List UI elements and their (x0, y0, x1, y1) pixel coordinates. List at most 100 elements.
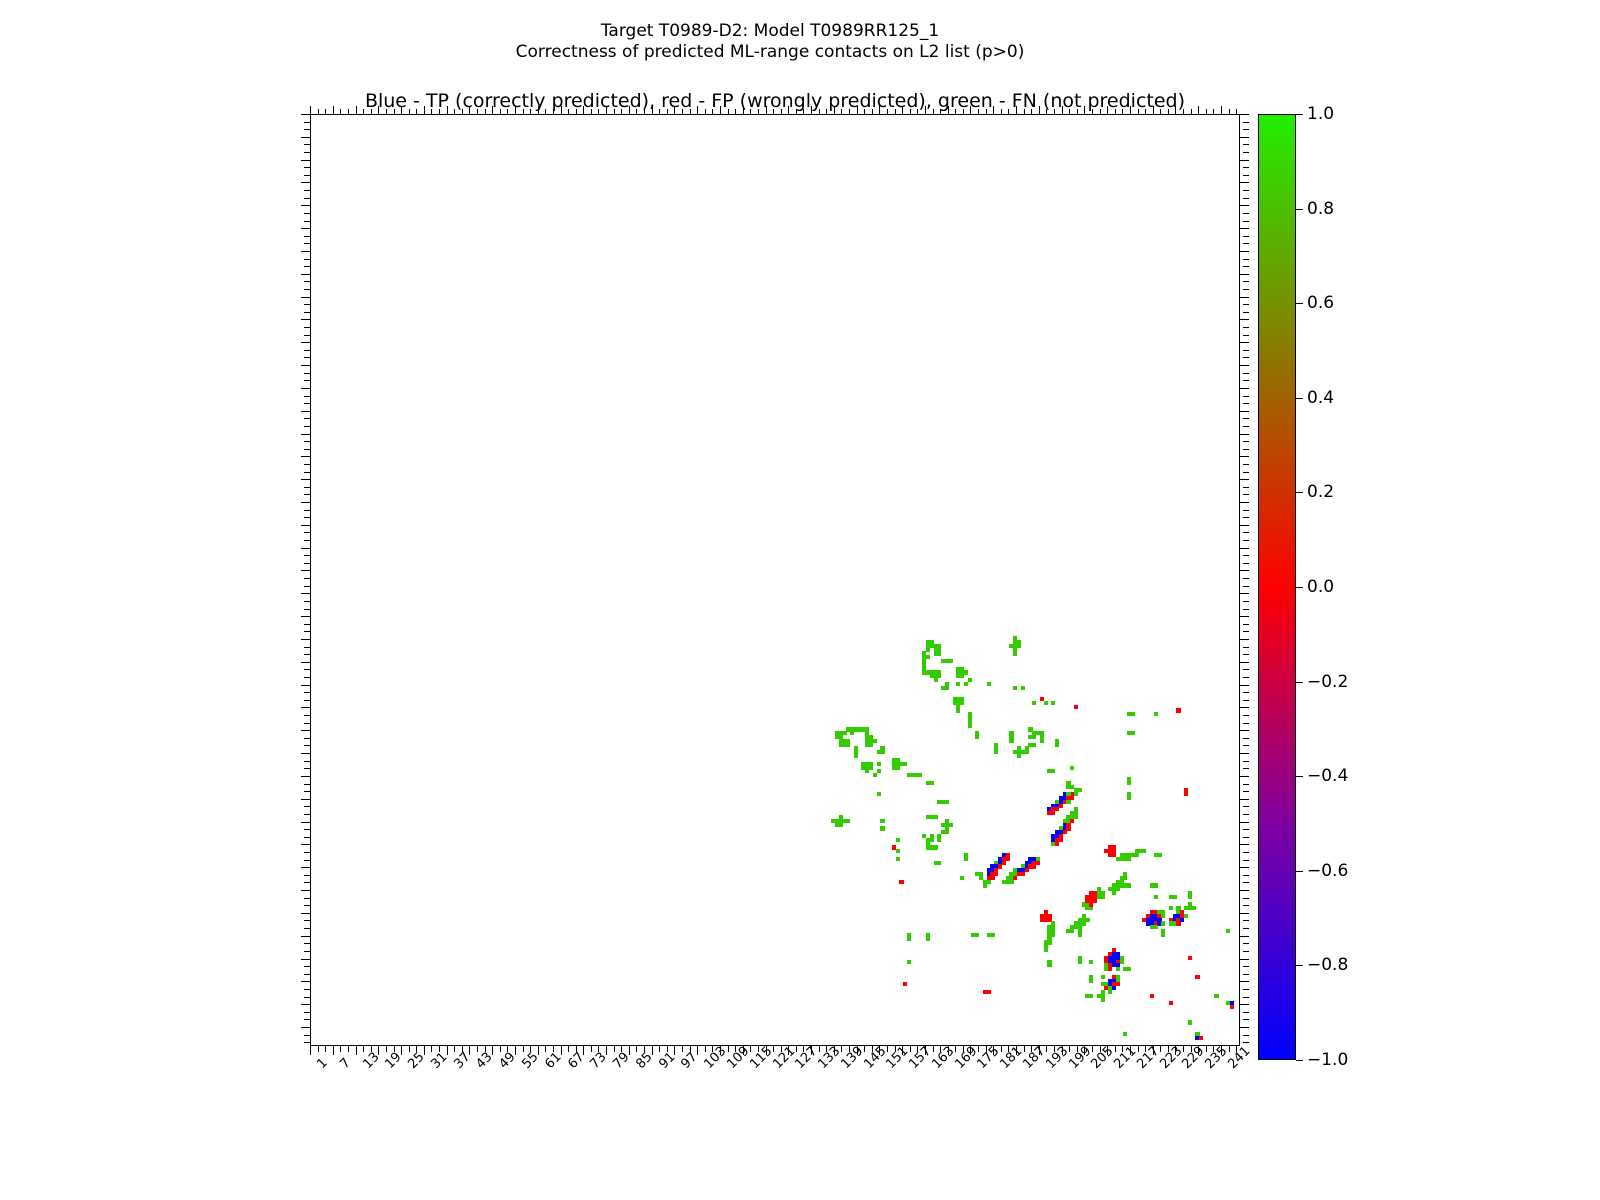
axis-tick (1243, 646, 1249, 648)
contact-cell-fn (929, 639, 934, 645)
axis-tick (909, 109, 911, 115)
axis-tick (301, 228, 310, 230)
contact-cell-fn (1115, 978, 1120, 983)
contact-cell-fn (906, 932, 912, 938)
contact-cell-fn (891, 761, 896, 766)
contact-cell-fn (925, 780, 931, 785)
contact-cell-fn (1195, 1031, 1200, 1036)
contact-cell-fn (1077, 955, 1082, 960)
axis-tick (1243, 562, 1249, 564)
axis-tick (304, 631, 310, 633)
contact-cell-tp (1062, 822, 1067, 827)
axis-tick (757, 109, 759, 115)
contact-cell-fn (933, 814, 938, 820)
x-axis-tick-label: 223 (1156, 1043, 1186, 1072)
contact-cell-fn (1127, 795, 1132, 801)
axis-tick (304, 737, 310, 739)
axis-tick (304, 897, 310, 899)
contact-cell-fn (922, 655, 927, 660)
axis-tick (606, 106, 608, 115)
axis-tick (962, 109, 964, 115)
contact-cell-fn (1100, 993, 1105, 998)
contact-cell-tp (1115, 951, 1120, 957)
axis-tick (304, 646, 310, 648)
axis-tick (301, 730, 310, 732)
axis-tick (423, 1046, 425, 1055)
contact-cell-fp (1073, 704, 1079, 709)
axis-tick (317, 109, 319, 115)
contact-cell-fn (971, 932, 976, 938)
colorbar-tick (1296, 965, 1303, 967)
contact-cell-fn (876, 761, 881, 766)
contact-cell-fn (1051, 929, 1056, 934)
contact-cell-fp (1115, 959, 1120, 964)
axis-tick (301, 661, 310, 663)
contact-cell-fn (944, 799, 950, 804)
axis-tick (1243, 540, 1249, 542)
axis-tick (1240, 114, 1249, 115)
contact-cell-fn (925, 670, 931, 675)
contact-cell-fp (1051, 807, 1056, 812)
x-axis-tick-label: 91 (655, 1049, 679, 1072)
contact-cell-fn (895, 761, 900, 766)
axis-tick (1205, 109, 1207, 115)
contact-cell-fn (960, 674, 965, 679)
axis-tick (1243, 1034, 1249, 1036)
contact-cell-tp (1176, 913, 1181, 918)
contact-cell-tp (1111, 978, 1117, 983)
contact-cell-fn (850, 727, 855, 732)
contact-cell-fn (963, 681, 969, 686)
contact-cell-fn (1043, 944, 1048, 949)
contact-cell-fn (1013, 636, 1018, 641)
contact-cell-fn (869, 742, 874, 747)
axis-tick (1240, 205, 1249, 207)
axis-tick (507, 1046, 509, 1052)
axis-tick (301, 296, 310, 298)
axis-tick (628, 106, 630, 115)
x-axis-tick-label: 13 (359, 1049, 383, 1072)
contact-cell-fn (1161, 932, 1166, 938)
axis-tick (304, 791, 310, 793)
contact-cell-fn (925, 639, 931, 645)
contact-cell-fn (891, 765, 896, 770)
x-axis-tick-label: 229 (1179, 1043, 1208, 1072)
axis-tick (1240, 890, 1249, 892)
contact-cell-fp (1017, 872, 1022, 877)
axis-tick (583, 1046, 585, 1055)
axis-tick (301, 410, 310, 412)
contact-cell-fn (1005, 875, 1010, 880)
contact-cell-tp (1146, 921, 1151, 926)
contact-cell-tp (1108, 978, 1113, 983)
axis-tick (719, 1046, 721, 1055)
axis-tick (947, 106, 949, 115)
contact-cell-fn (925, 932, 931, 938)
axis-tick (742, 106, 744, 115)
axis-tick (1240, 821, 1249, 823)
axis-tick (304, 623, 310, 625)
axis-tick (795, 109, 797, 115)
contact-cell-fn (925, 647, 931, 652)
contact-cell-fn (982, 883, 988, 888)
axis-tick (1240, 159, 1249, 161)
axis-tick (301, 981, 310, 983)
contact-cell-fp (1058, 803, 1063, 808)
axis-tick (704, 1046, 706, 1052)
contact-cell-fn (982, 879, 988, 884)
axis-tick (765, 106, 767, 115)
axis-tick (1129, 106, 1131, 115)
contact-cell-fp (1062, 830, 1067, 835)
contact-cell-fn (903, 761, 908, 766)
axis-tick (1175, 1046, 1177, 1055)
contact-cell-fp (1104, 955, 1109, 960)
axis-tick (304, 288, 310, 290)
axis-tick (469, 1046, 471, 1055)
axis-tick (347, 109, 349, 115)
contact-cell-fn (1119, 959, 1124, 964)
contact-cell-fn (1187, 1020, 1192, 1025)
contact-cell-tp (998, 856, 1003, 861)
contact-cell-fn (1020, 864, 1025, 869)
contact-cell-fn (967, 716, 972, 721)
axis-tick (301, 753, 310, 755)
contact-cell-tp (1058, 795, 1063, 801)
contact-cell-fn (872, 773, 877, 778)
